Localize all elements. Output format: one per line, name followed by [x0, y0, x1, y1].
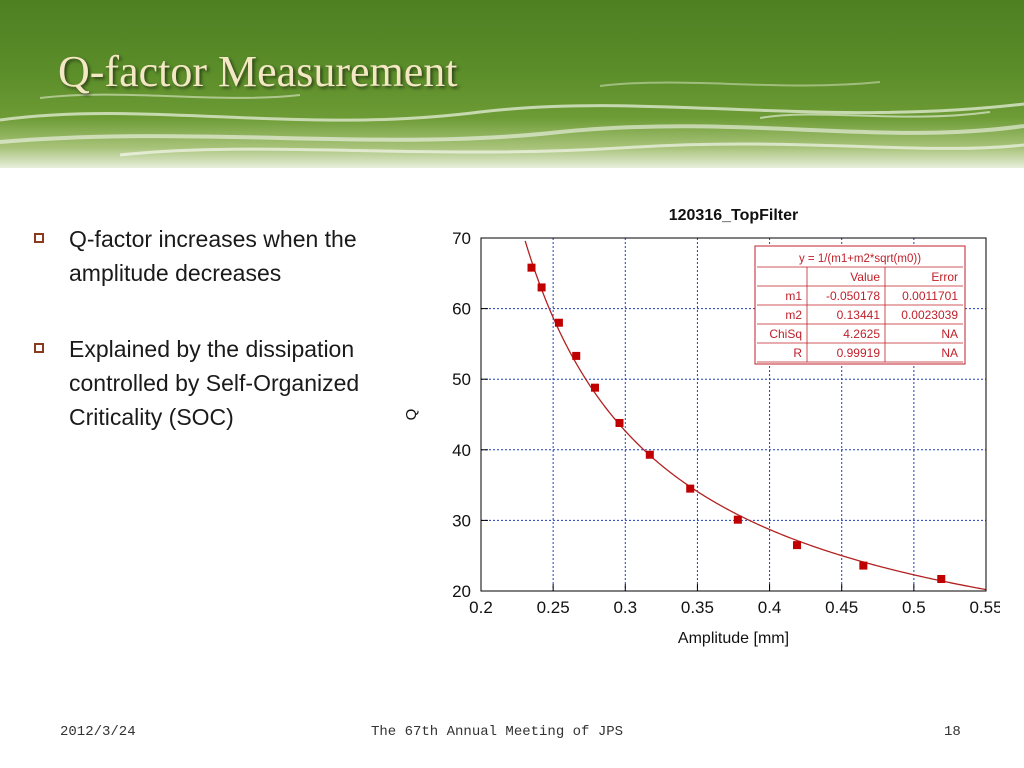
data-point	[554, 318, 563, 327]
q-factor-chart: 0.2 0.25 0.3 0.35 0.4 0.45 0.5 0.55 20 30 40 50 60 70…	[403, 207, 1000, 647]
data-point	[859, 561, 868, 570]
square-bullet-icon	[34, 233, 44, 243]
fit-curve	[524, 240, 987, 591]
y-tick-label: 60	[452, 300, 471, 319]
y-tick-label: 70	[452, 229, 471, 248]
fit-table-cell: m2	[785, 308, 802, 322]
plot-frame	[480, 237, 987, 592]
bullet-item: Q-factor increases when the amplitude de…	[34, 222, 394, 290]
fit-table-cell: R	[793, 346, 802, 360]
x-tick-label: 0.35	[681, 598, 714, 617]
data-point	[792, 541, 801, 550]
data-point	[686, 484, 695, 493]
y-tick-label: 50	[452, 370, 471, 389]
data-point	[572, 351, 581, 360]
x-tick-label: 0.45	[825, 598, 858, 617]
x-tick-label: 0.4	[758, 598, 782, 617]
x-tick-label: 0.3	[613, 598, 637, 617]
y-tick-label: 20	[452, 582, 471, 601]
grass-texture	[0, 81, 1024, 157]
bullet-text: Explained by the dissipation controlled …	[69, 336, 360, 430]
data-point	[590, 383, 599, 392]
fit-table-cell: 0.99919	[837, 346, 881, 360]
data-point	[645, 450, 654, 459]
x-tick-label: 0.25	[537, 598, 570, 617]
fit-table-cell: 0.0011701	[902, 289, 958, 303]
y-axis-label: Q	[403, 409, 420, 421]
bullet-item: Explained by the dissipation controlled …	[34, 332, 394, 434]
bullet-list: Q-factor increases when the amplitude de…	[34, 222, 394, 476]
fit-table-cell: 4.2625	[843, 327, 880, 341]
chart-title: 120316_TopFilter	[669, 207, 799, 224]
square-bullet-icon	[34, 343, 44, 353]
header-banner: Q-factor Measurement	[0, 0, 1024, 168]
data-point	[733, 515, 742, 524]
fit-table-cell: ChiSq	[769, 327, 802, 341]
data-point	[537, 283, 546, 292]
x-tick-label: 0.2	[469, 598, 493, 617]
fit-table-cell: -0.050178	[826, 289, 880, 303]
x-tick-label: 0.5	[902, 598, 926, 617]
fit-equation: y = 1/(m1+m2*sqrt(m0))	[799, 253, 921, 265]
bullet-text: Q-factor increases when the amplitude de…	[69, 226, 357, 286]
fit-table-cell: NA	[941, 327, 958, 341]
x-axis-label: Amplitude [mm]	[678, 630, 789, 647]
x-tick-label: 0.55	[969, 598, 1000, 617]
data-point	[527, 263, 536, 272]
y-tick-label: 30	[452, 511, 471, 530]
footer-page-number: 18	[944, 724, 961, 740]
fit-table-cell: 0.0023039	[901, 308, 958, 322]
fit-table-cell: m1	[785, 289, 802, 303]
fit-table-cell: 0.13441	[837, 308, 881, 322]
footer-date: 2012/3/24	[60, 724, 136, 740]
data-point	[615, 418, 624, 427]
footer-meeting: The 67th Annual Meeting of JPS	[371, 724, 624, 740]
y-tick-label: 40	[452, 441, 471, 460]
slide-title: Q-factor Measurement	[58, 47, 458, 96]
fit-table-cell: NA	[941, 346, 958, 360]
fit-table-header: Value	[850, 270, 880, 284]
data-point	[937, 574, 946, 583]
fit-table-header: Error	[931, 270, 958, 284]
